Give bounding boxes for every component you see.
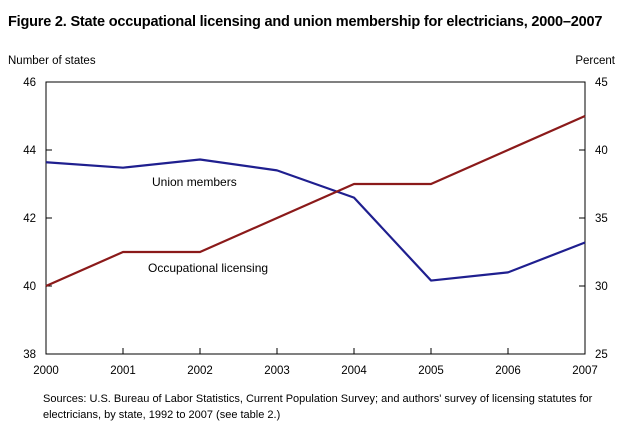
right-tick-label: 30: [595, 281, 608, 293]
left-tick-label: 46: [23, 77, 36, 89]
right-axis-title: Percent: [575, 55, 615, 67]
left-tick-label: 38: [23, 349, 36, 361]
series-line-union-members: [45, 158, 586, 282]
x-tick-label: 2007: [572, 365, 598, 377]
right-tick-label: 45: [595, 77, 608, 89]
left-tick-label: 42: [23, 213, 36, 225]
x-tick-label: 2005: [418, 365, 444, 377]
left-tick-label: 44: [23, 145, 36, 157]
series-label-occupational-licensing: Occupational licensing: [148, 261, 268, 275]
source-note: Sources: U.S. Bureau of Labor Statistics…: [43, 393, 593, 421]
x-tick-label: 2004: [341, 365, 367, 377]
left-tick-label: 40: [23, 281, 36, 293]
x-tick-label: 2002: [187, 365, 213, 377]
left-axis-title: Number of states: [8, 55, 96, 67]
right-tick-label: 40: [595, 145, 608, 157]
series-line-occupational-licensing: [45, 114, 586, 288]
right-tick-label: 25: [595, 349, 608, 361]
series-label-union-members: Union members: [152, 175, 237, 189]
x-tick-label: 2006: [495, 365, 521, 377]
x-tick-label: 2000: [33, 365, 59, 377]
chart-title: Figure 2. State occupational licensing a…: [8, 14, 603, 30]
x-tick-label: 2003: [264, 365, 290, 377]
plot-frame: [45, 81, 586, 355]
right-tick-label: 35: [595, 213, 608, 225]
x-tick-label: 2001: [110, 365, 136, 377]
